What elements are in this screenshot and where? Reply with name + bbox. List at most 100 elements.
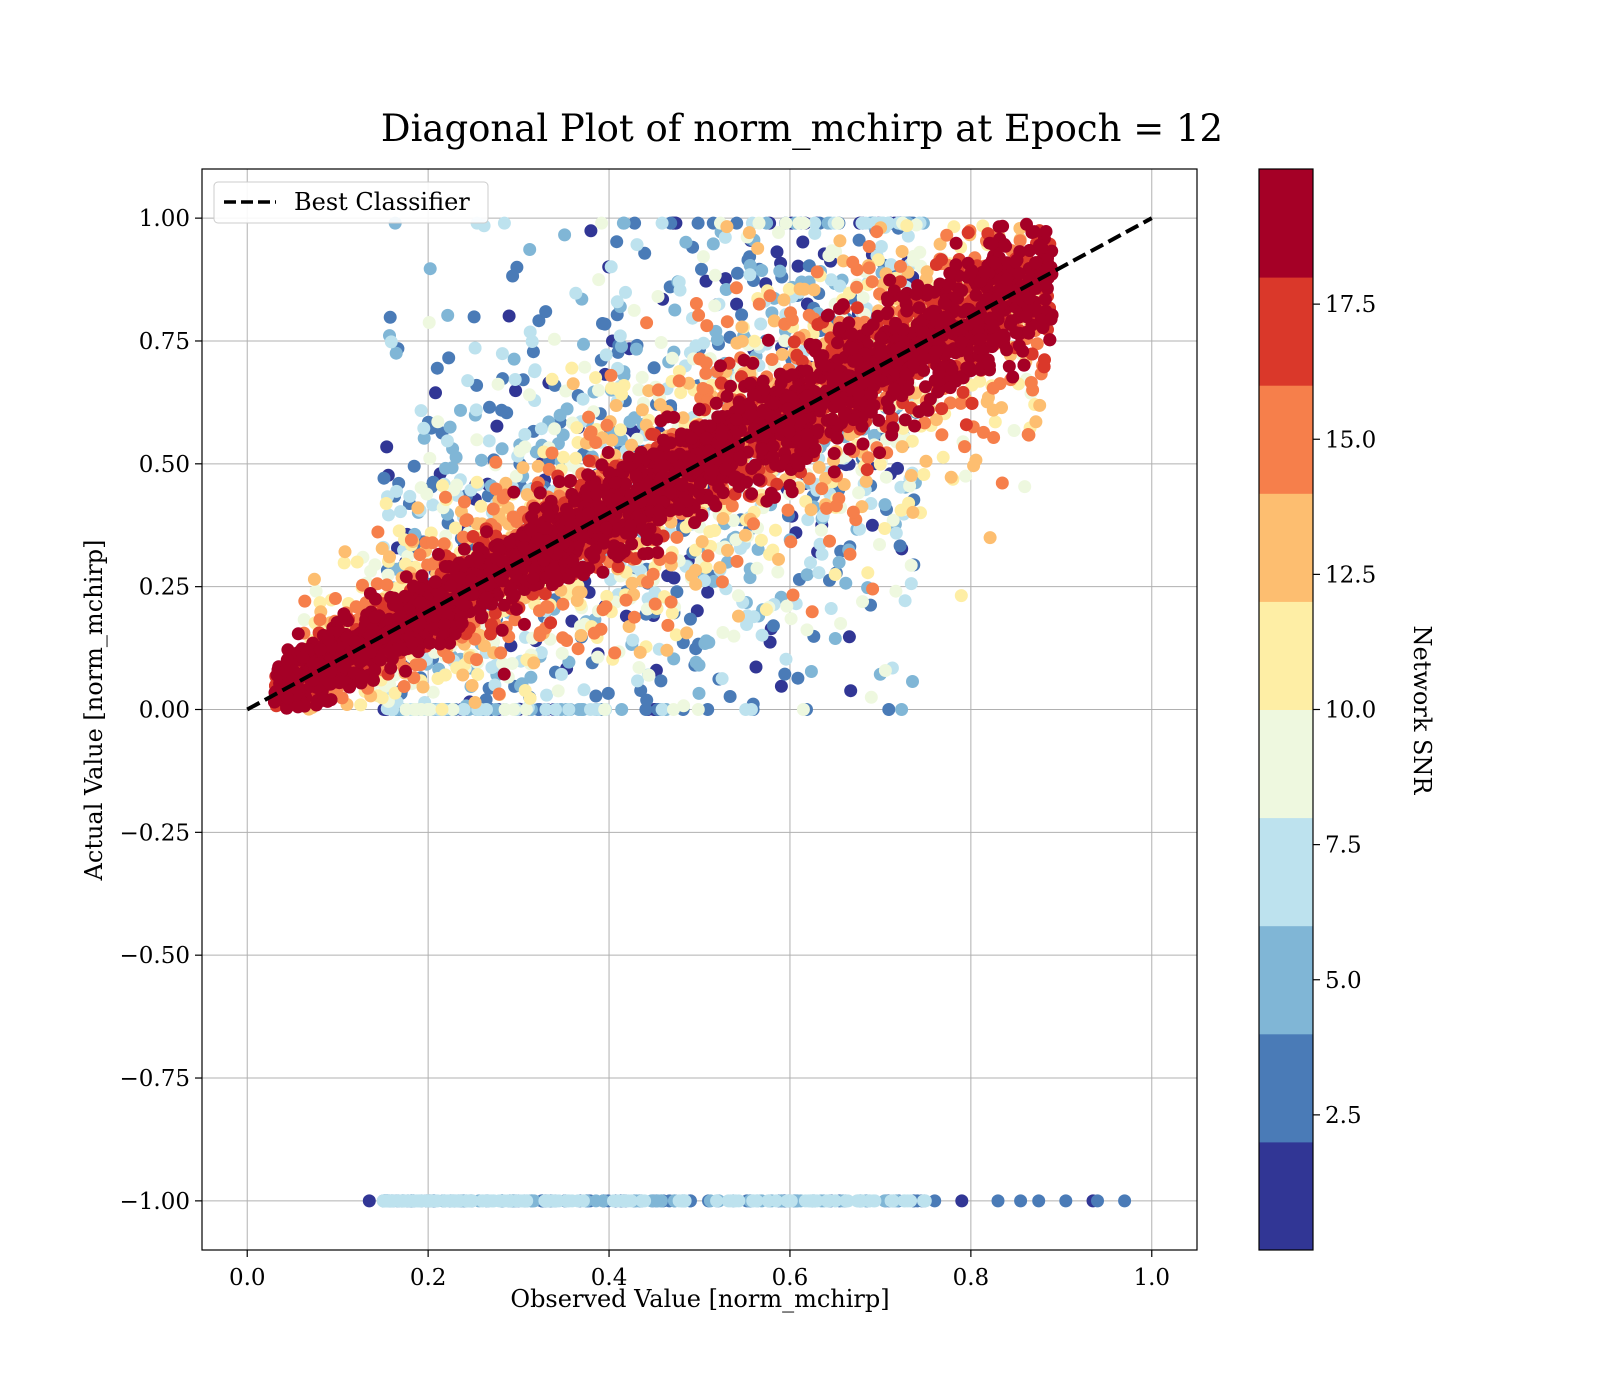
data-point bbox=[815, 547, 829, 561]
data-point bbox=[605, 381, 618, 395]
data-point bbox=[509, 602, 523, 616]
data-point bbox=[786, 588, 800, 602]
data-point bbox=[747, 517, 760, 531]
data-point bbox=[860, 463, 874, 477]
data-point bbox=[394, 505, 407, 519]
data-point bbox=[683, 612, 697, 626]
data-point bbox=[873, 457, 887, 471]
data-point bbox=[362, 1194, 376, 1208]
data-point bbox=[525, 335, 539, 348]
data-point bbox=[582, 454, 596, 468]
data-point bbox=[298, 594, 312, 608]
data-point bbox=[609, 399, 623, 412]
data-point bbox=[540, 688, 554, 702]
data-point bbox=[706, 237, 720, 251]
data-point bbox=[474, 499, 488, 513]
data-point bbox=[917, 1194, 930, 1208]
data-point bbox=[468, 696, 482, 709]
data-points bbox=[267, 216, 1132, 1208]
data-point bbox=[608, 646, 622, 660]
data-point bbox=[548, 422, 561, 436]
data-point bbox=[708, 524, 722, 537]
data-point bbox=[507, 352, 521, 366]
data-point bbox=[469, 403, 483, 417]
data-point bbox=[423, 262, 437, 276]
data-point bbox=[727, 629, 741, 643]
data-point bbox=[422, 316, 436, 329]
data-point bbox=[842, 630, 856, 644]
data-point bbox=[601, 686, 615, 700]
data-point bbox=[738, 528, 752, 542]
data-point bbox=[889, 584, 903, 598]
data-point bbox=[655, 703, 669, 716]
data-point bbox=[1059, 1194, 1073, 1208]
data-point bbox=[420, 487, 434, 501]
data-point bbox=[839, 576, 853, 590]
data-point bbox=[928, 1194, 942, 1208]
data-point bbox=[533, 486, 547, 500]
data-point bbox=[873, 538, 886, 551]
data-point bbox=[495, 442, 509, 456]
data-point bbox=[1029, 415, 1043, 429]
data-point bbox=[715, 672, 729, 686]
data-point bbox=[862, 261, 876, 275]
data-point bbox=[414, 658, 427, 672]
data-point bbox=[861, 451, 875, 465]
data-point bbox=[313, 613, 327, 627]
data-point bbox=[815, 482, 829, 496]
data-point bbox=[456, 703, 470, 716]
data-point bbox=[859, 474, 873, 488]
data-point bbox=[453, 1194, 467, 1208]
data-point bbox=[862, 240, 876, 253]
data-point bbox=[610, 235, 624, 249]
data-point bbox=[761, 1194, 775, 1208]
data-point bbox=[805, 605, 819, 619]
data-point bbox=[779, 216, 793, 230]
data-point bbox=[397, 680, 411, 693]
data-point bbox=[607, 1194, 620, 1208]
data-point bbox=[904, 577, 918, 591]
data-point bbox=[403, 489, 417, 503]
data-point bbox=[598, 317, 612, 331]
data-point bbox=[906, 675, 919, 688]
data-point bbox=[763, 289, 777, 303]
data-point bbox=[801, 513, 815, 527]
data-point bbox=[866, 582, 880, 596]
data-point bbox=[1018, 480, 1032, 494]
data-point bbox=[354, 698, 368, 712]
data-point bbox=[487, 1194, 501, 1208]
data-point bbox=[824, 602, 838, 615]
data-point bbox=[720, 220, 734, 234]
data-point bbox=[532, 314, 546, 328]
data-point bbox=[654, 1194, 668, 1208]
data-point bbox=[513, 444, 527, 458]
data-point bbox=[667, 703, 680, 716]
data-point bbox=[337, 556, 351, 570]
data-point bbox=[470, 475, 484, 489]
data-point bbox=[904, 469, 918, 482]
data-point bbox=[895, 245, 909, 258]
data-point bbox=[851, 1194, 865, 1208]
data-point bbox=[723, 690, 737, 703]
data-point bbox=[571, 642, 585, 656]
data-point bbox=[716, 512, 730, 525]
data-point bbox=[565, 361, 579, 375]
data-point bbox=[439, 490, 452, 504]
data-point bbox=[379, 497, 393, 510]
data-point bbox=[523, 691, 537, 705]
data-point bbox=[497, 216, 511, 230]
data-point bbox=[1024, 376, 1038, 389]
data-point bbox=[430, 361, 444, 375]
data-point bbox=[874, 240, 888, 253]
data-point bbox=[808, 216, 822, 230]
data-point bbox=[777, 293, 791, 307]
data-point bbox=[446, 703, 460, 716]
data-point bbox=[614, 423, 627, 437]
data-point bbox=[517, 617, 531, 631]
data-point bbox=[660, 643, 674, 657]
data-point bbox=[384, 335, 398, 349]
data-point bbox=[790, 348, 804, 362]
data-point bbox=[1007, 424, 1021, 437]
data-point bbox=[545, 372, 559, 386]
